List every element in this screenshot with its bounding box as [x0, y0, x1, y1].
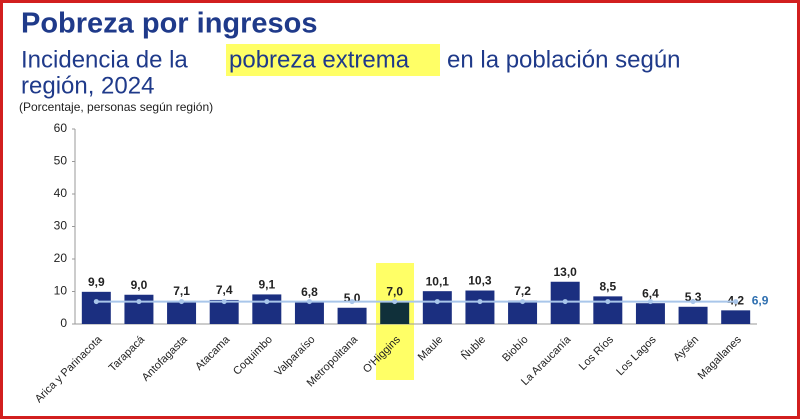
value-label: 10,3	[468, 274, 492, 288]
y-tick-label: 60	[54, 121, 68, 135]
reference-dot	[264, 299, 270, 305]
reference-dot	[306, 299, 312, 305]
reference-dot	[562, 299, 568, 305]
x-tick-label: Maule	[416, 334, 446, 364]
bar	[294, 301, 324, 324]
bar	[465, 290, 495, 324]
bar	[635, 303, 665, 324]
x-tick-label: Antofagasta	[140, 333, 191, 384]
x-tick-label: Ñuble	[459, 333, 489, 363]
reference-label: 6,9	[752, 294, 769, 308]
reference-dot	[647, 299, 653, 305]
reference-dot	[477, 299, 483, 305]
bar	[337, 307, 367, 324]
x-tick-label: Valparaíso	[273, 334, 318, 379]
subtitle: Incidencia de la	[21, 46, 188, 73]
reference-dot	[221, 299, 227, 305]
y-tick-label: 30	[54, 219, 68, 233]
value-label: 7,0	[386, 284, 403, 298]
x-tick-label: Atacama	[193, 333, 233, 373]
bar	[252, 294, 282, 324]
x-tick-label: Biobío	[500, 334, 531, 365]
subtitle: pobreza extrema	[229, 46, 410, 73]
reference-dot	[392, 299, 398, 305]
bar	[721, 310, 751, 324]
highlight	[226, 44, 440, 76]
reference-dot	[349, 299, 355, 305]
value-label: 9,1	[258, 278, 275, 292]
y-tick-label: 20	[54, 251, 68, 265]
bar	[508, 300, 538, 324]
value-label: 7,4	[216, 283, 233, 297]
value-label: 6,4	[642, 286, 659, 300]
reference-dot	[605, 299, 611, 305]
value-label: 13,0	[554, 265, 578, 279]
value-label: 8,5	[599, 280, 616, 294]
x-tick-label: Magallanes	[696, 333, 745, 382]
x-tick-label: Los Ríos	[577, 333, 617, 373]
subtitle: región, 2024	[21, 72, 154, 99]
value-label: 9,9	[88, 275, 105, 289]
x-tick-label: Arica y Parinacota	[33, 333, 105, 405]
chart-title: Pobreza por ingresos	[21, 8, 318, 40]
x-tick-label: Los Lagos	[614, 333, 659, 378]
value-label: 7,2	[514, 284, 531, 298]
y-tick-label: 50	[54, 154, 68, 168]
reference-dot	[179, 299, 185, 305]
value-label: 7,1	[173, 284, 190, 298]
reference-dot	[434, 299, 440, 305]
x-tick-label: Coquimbo	[231, 334, 275, 378]
x-tick-label: Tarapacá	[107, 333, 148, 374]
value-label: 5,3	[685, 290, 702, 304]
reference-dot	[690, 299, 696, 305]
y-tick-label: 40	[54, 186, 68, 200]
y-tick-label: 10	[54, 284, 68, 298]
reference-dot	[136, 299, 142, 305]
bar	[81, 291, 111, 324]
value-label: 10,1	[426, 274, 450, 288]
reference-dot	[520, 299, 526, 305]
chart: Pobreza por ingresos Incidencia de la po…	[19, 8, 769, 406]
bar	[422, 291, 452, 324]
reference-dot	[733, 299, 739, 305]
bar	[380, 301, 410, 324]
bar	[167, 300, 197, 324]
y-tick-label: 0	[60, 316, 67, 330]
bar	[678, 306, 708, 324]
value-label: 9,0	[131, 278, 148, 292]
value-label: 6,8	[301, 285, 318, 299]
subtitle: en la población según	[447, 46, 681, 73]
axis-label: (Porcentaje, personas según región)	[19, 100, 213, 114]
x-tick-label: Aysén	[671, 334, 701, 364]
reference-dot	[93, 299, 99, 305]
